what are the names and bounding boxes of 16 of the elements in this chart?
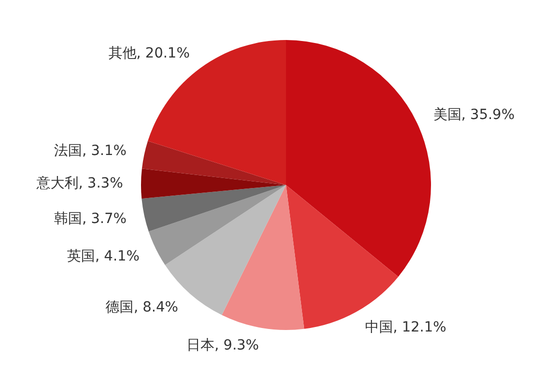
pie-slice bbox=[148, 40, 286, 185]
pie-slice bbox=[141, 168, 286, 199]
slice-label: 法国, 3.1% bbox=[54, 142, 127, 159]
slice-label: 美国, 35.9% bbox=[433, 107, 515, 124]
slice-label: 英国, 4.1% bbox=[67, 248, 140, 265]
pie-slice bbox=[148, 185, 286, 265]
slice-label: 其他, 20.1% bbox=[108, 45, 190, 62]
pie-slice bbox=[142, 141, 286, 185]
pie-slice bbox=[222, 185, 304, 330]
slice-label: 德国, 8.4% bbox=[106, 299, 178, 316]
pie-slice bbox=[142, 185, 286, 232]
slice-label: 意大利, 3.3% bbox=[36, 175, 124, 192]
slice-label: 中国, 12.1% bbox=[364, 320, 446, 336]
slice-label: 日本, 9.3% bbox=[186, 338, 259, 354]
pie-slice bbox=[286, 40, 431, 277]
slice-label: 韩国, 3.7% bbox=[54, 211, 127, 228]
